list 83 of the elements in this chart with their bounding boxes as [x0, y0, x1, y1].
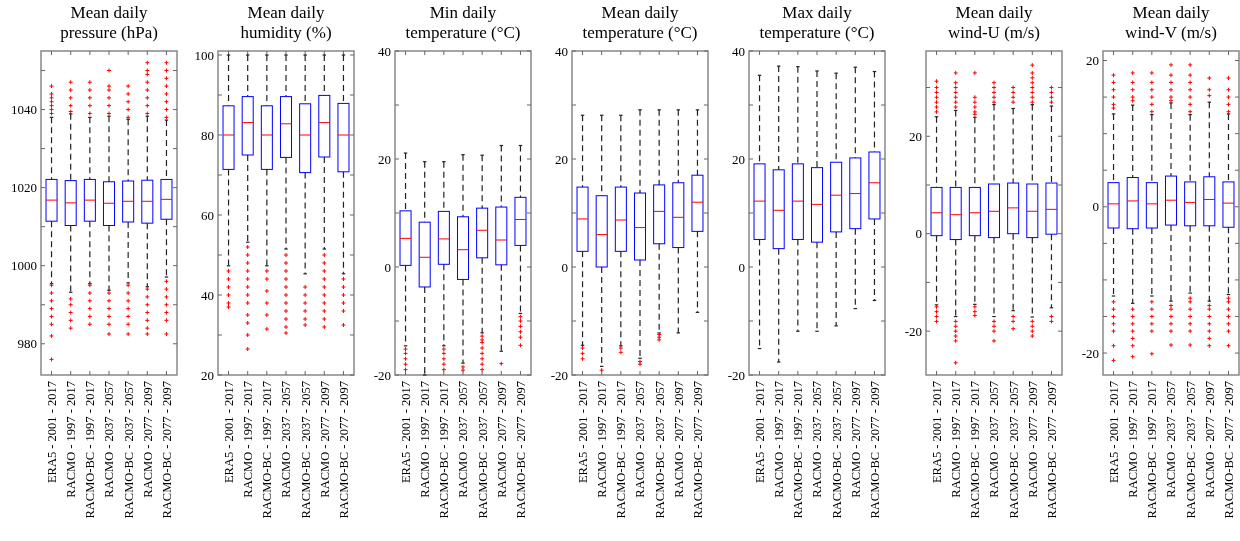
- y-tick-label: -20: [550, 367, 568, 383]
- x-tick-label: RACMO - 1997 - 2017: [418, 381, 433, 498]
- x-tick-label: RACMO - 1997 - 2017: [772, 381, 787, 498]
- x-tick-label: RACMO - 2037 - 2057: [102, 381, 117, 498]
- y-tick-label: 0: [561, 259, 568, 275]
- y-tick-label: 60: [201, 207, 214, 223]
- y-tick-label: -20: [904, 323, 922, 339]
- y-tick-label: 40: [732, 43, 745, 59]
- y-tick-label: 1040: [11, 102, 37, 118]
- x-tick-label: RACMO-BC - 2037 - 2057: [121, 381, 136, 519]
- chart-title: Max daily temperature (°C): [759, 3, 875, 42]
- x-tick-label: ERA5 - 2001 - 2017: [221, 381, 236, 484]
- y-tick-label: 20: [201, 367, 214, 383]
- y-tick-label: 0: [915, 226, 922, 242]
- x-tick-label: RACMO - 2037 - 2057: [456, 381, 471, 498]
- y-tick-label: 20: [378, 151, 391, 167]
- y-tick-label: 1000: [11, 258, 37, 274]
- x-tick-label: RACMO - 1997 - 2017: [64, 381, 79, 498]
- y-tick-label: 80: [201, 127, 214, 143]
- x-tick-label: RACMO-BC - 2037 - 2057: [829, 381, 844, 519]
- x-tick-label: RACMO - 2037 - 2057: [1164, 381, 1179, 498]
- x-tick-label: RACMO - 2077 - 2097: [317, 381, 332, 498]
- x-tick-label: ERA5 - 2001 - 2017: [575, 381, 590, 484]
- x-tick-label: RACMO - 2037 - 2057: [987, 381, 1002, 498]
- x-tick-label: RACMO-BC - 2037 - 2057: [298, 381, 313, 519]
- chart-title: Min daily temperature (°C): [405, 3, 521, 42]
- x-tick-label: ERA5 - 2001 - 2017: [398, 381, 413, 484]
- x-tick-label: ERA5 - 2001 - 2017: [1106, 381, 1121, 484]
- y-tick-label: 0: [1092, 199, 1099, 215]
- x-tick-label: RACMO - 2077 - 2097: [671, 381, 686, 498]
- y-tick-label: 40: [378, 43, 391, 59]
- y-tick-label: -20: [373, 367, 391, 383]
- y-tick-label: 20: [732, 151, 745, 167]
- x-tick-label: RACMO - 2037 - 2057: [279, 381, 294, 498]
- x-tick-label: ERA5 - 2001 - 2017: [929, 381, 944, 484]
- chart-title: Mean daily wind-U (m/s): [947, 3, 1041, 42]
- x-tick-label: RACMO-BC - 1997 - 2017: [437, 381, 452, 519]
- chart-title: Mean daily humidity (%): [240, 3, 332, 42]
- y-tick-label: -20: [1081, 345, 1099, 361]
- x-tick-label: RACMO-BC - 2037 - 2057: [1183, 381, 1198, 519]
- x-tick-label: RACMO-BC - 2077 - 2097: [867, 381, 882, 519]
- x-tick-label: RACMO - 2037 - 2057: [633, 381, 648, 498]
- y-tick-label: 980: [17, 336, 37, 352]
- x-tick-label: RACMO-BC - 2077 - 2097: [690, 381, 705, 519]
- y-tick-label: 40: [201, 287, 214, 303]
- x-tick-label: RACMO - 1997 - 2017: [595, 381, 610, 498]
- x-tick-label: RACMO - 2077 - 2097: [494, 381, 509, 498]
- y-tick-label: 20: [1086, 53, 1099, 69]
- x-tick-label: RACMO-BC - 1997 - 2017: [614, 381, 629, 519]
- x-tick-label: RACMO-BC - 2077 - 2097: [1044, 381, 1059, 519]
- x-tick-label: RACMO - 1997 - 2017: [241, 381, 256, 498]
- y-tick-label: 0: [384, 259, 391, 275]
- x-tick-label: RACMO-BC - 2077 - 2097: [336, 381, 351, 519]
- x-tick-label: RACMO - 2077 - 2097: [1025, 381, 1040, 498]
- y-tick-label: 1020: [11, 180, 37, 196]
- x-tick-label: RACMO - 2037 - 2057: [810, 381, 825, 498]
- x-tick-label: RACMO-BC - 1997 - 2017: [260, 381, 275, 519]
- x-tick-label: RACMO-BC - 2037 - 2057: [475, 381, 490, 519]
- y-tick-label: 40: [555, 43, 568, 59]
- x-tick-label: RACMO-BC - 1997 - 2017: [791, 381, 806, 519]
- chart-title: Mean daily pressure (hPa): [60, 3, 158, 42]
- x-tick-label: RACMO - 1997 - 2017: [1126, 381, 1141, 498]
- x-tick-label: RACMO - 2077 - 2097: [848, 381, 863, 498]
- chart-title: Mean daily temperature (°C): [582, 3, 698, 42]
- x-tick-label: ERA5 - 2001 - 2017: [44, 381, 59, 484]
- y-tick-label: -20: [727, 367, 745, 383]
- x-tick-label: RACMO-BC - 2037 - 2057: [652, 381, 667, 519]
- x-tick-label: ERA5 - 2001 - 2017: [752, 381, 767, 484]
- x-tick-label: RACMO - 2077 - 2097: [140, 381, 155, 498]
- x-tick-label: RACMO-BC - 1997 - 2017: [83, 381, 98, 519]
- x-tick-label: RACMO-BC - 2077 - 2097: [1221, 381, 1236, 519]
- x-tick-label: RACMO-BC - 2077 - 2097: [513, 381, 528, 519]
- x-tick-label: RACMO-BC - 2077 - 2097: [159, 381, 174, 519]
- y-tick-label: 0: [738, 259, 745, 275]
- x-tick-label: RACMO - 2077 - 2097: [1202, 381, 1217, 498]
- x-tick-label: RACMO-BC - 1997 - 2017: [968, 381, 983, 519]
- chart-title: Mean daily wind-V (m/s): [1125, 3, 1217, 42]
- y-tick-label: 20: [555, 151, 568, 167]
- y-tick-label: 20: [909, 128, 922, 144]
- y-tick-label: 100: [194, 47, 214, 63]
- x-tick-label: RACMO - 1997 - 2017: [949, 381, 964, 498]
- x-tick-label: RACMO-BC - 1997 - 2017: [1145, 381, 1160, 519]
- x-tick-label: RACMO-BC - 2037 - 2057: [1006, 381, 1021, 519]
